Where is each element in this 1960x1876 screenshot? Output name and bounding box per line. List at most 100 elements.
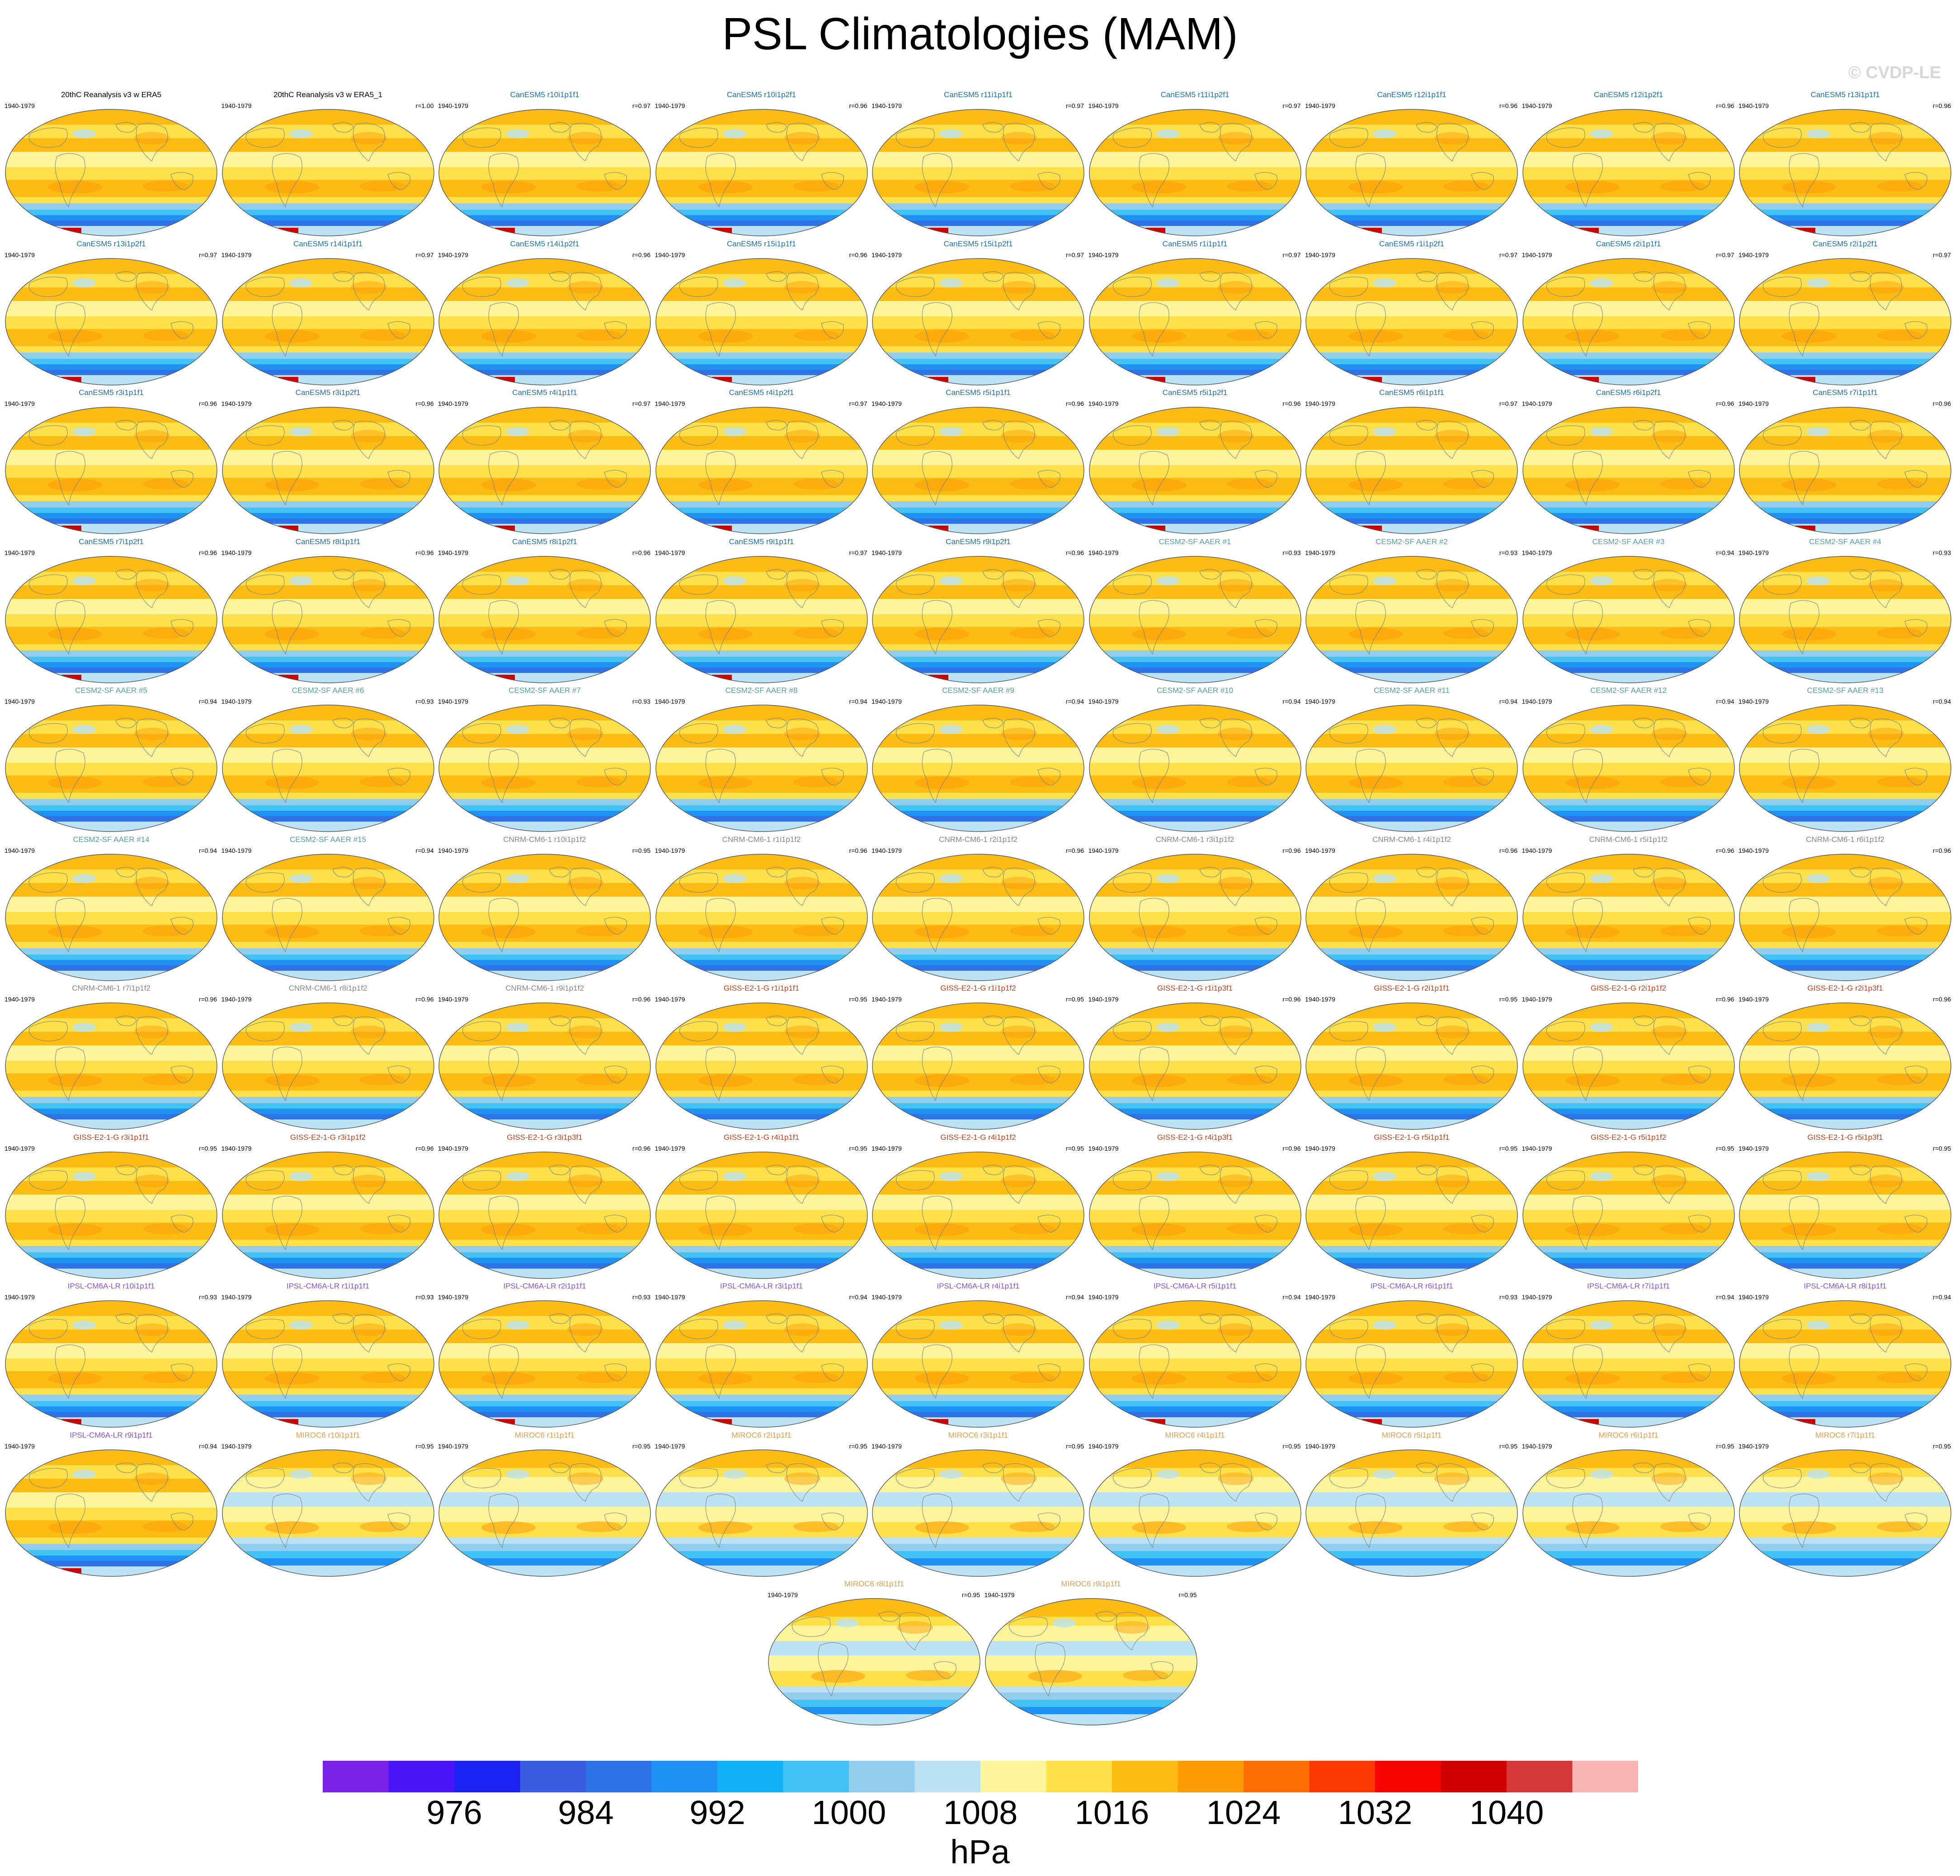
map-panel: 20thC Reanalysis v3 w ERA5 1940-1979: [3, 90, 220, 239]
map-panel: CanESM5 r9i1p1f1 1940-1979 r=0.97: [653, 537, 870, 686]
map-panel: CanESM5 r1i1p1f1 1940-1979 r=0.97: [1087, 240, 1304, 388]
panel-period: 1940-1979: [5, 1144, 35, 1152]
panel-period: 1940-1979: [221, 549, 252, 556]
panel-period: 1940-1979: [1088, 1442, 1119, 1450]
panel-correlation: r=0.93: [1932, 549, 1951, 556]
panel-period: 1940-1979: [655, 400, 685, 407]
colorbar-swatch: [1441, 1761, 1507, 1792]
panel-period: 1940-1979: [1088, 251, 1119, 259]
watermark: © CVDP-LE: [1848, 63, 1941, 82]
panel-correlation: r=0.96: [632, 251, 650, 259]
panel-period: 1940-1979: [1739, 400, 1769, 407]
panel-map: [1739, 853, 1951, 981]
panel-map: [5, 407, 217, 534]
panel-correlation: r=0.95: [1932, 1442, 1951, 1450]
panel-map: [1305, 1151, 1518, 1279]
map-panel: MIROC6 r8i1p1f1 1940-1979 r=0.95: [766, 1580, 983, 1728]
panel-correlation: r=0.96: [1716, 996, 1734, 1003]
panel-correlation: r=0.95: [961, 1591, 980, 1599]
panel-title: MIROC6 r2i1p1f1: [731, 1430, 792, 1439]
panel-title: IPSL-CM6A-LR r5i1p1f1: [1153, 1282, 1237, 1290]
map-panel: IPSL-CM6A-LR r5i1p1f1 1940-1979 r=0.94: [1087, 1282, 1304, 1430]
map-panel: GISS-E2-1-G r1i1p1f2 1940-1979 r=0.95: [870, 984, 1087, 1132]
panel-map: [5, 258, 217, 386]
colorbar-swatch: [651, 1761, 718, 1792]
panel-map: [655, 555, 868, 683]
panel-correlation: r=0.95: [1499, 996, 1517, 1003]
panel-title: MIROC6 r7i1p1f1: [1815, 1430, 1875, 1439]
panel-correlation: r=0.97: [1716, 251, 1734, 259]
panel-map: [985, 1598, 1197, 1726]
panel-correlation: r=0.93: [1499, 1293, 1517, 1301]
panel-title: CanESM5 r14i1p2f1: [510, 239, 580, 248]
map-panel: MIROC6 r1i1p1f1 1940-1979 r=0.95: [436, 1431, 653, 1579]
panel-correlation: r=0.95: [1282, 1442, 1301, 1450]
panel-map: [5, 555, 217, 683]
panel-title: CanESM5 r13i1p1f1: [1810, 90, 1880, 99]
panel-title: CanESM5 r14i1p1f1: [293, 239, 363, 248]
panel-title: CESM2-SF AAER #2: [1376, 537, 1448, 546]
panel-map: [1305, 109, 1518, 236]
panel-title: CESM2-SF AAER #6: [292, 686, 364, 695]
colorbar-swatch: [914, 1761, 981, 1792]
panel-title: CanESM5 r9i1p2f1: [946, 537, 1011, 546]
panel-map: [1522, 1300, 1735, 1428]
panel-correlation: r=0.97: [1065, 251, 1084, 259]
panel-correlation: r=0.94: [849, 1293, 867, 1301]
panel-map: [221, 1002, 434, 1130]
panel-title: IPSL-CM6A-LR r9i1p1f1: [70, 1430, 153, 1439]
panel-correlation: r=0.96: [415, 400, 434, 407]
map-panel: CanESM5 r3i1p1f1 1940-1979 r=0.96: [3, 388, 220, 536]
panel-map: [872, 1300, 1084, 1428]
panel-map: [1522, 407, 1735, 534]
map-panel: MIROC6 r2i1p1f1 1940-1979 r=0.95: [653, 1431, 870, 1579]
panel-period: 1940-1979: [1739, 1442, 1769, 1450]
panel-period: 1940-1979: [438, 996, 468, 1003]
map-panel: GISS-E2-1-G r3i1p1f1 1940-1979 r=0.95: [3, 1133, 220, 1281]
map-panel: CanESM5 r6i1p1f1 1940-1979 r=0.97: [1303, 388, 1520, 536]
panel-period: 1940-1979: [1739, 102, 1769, 109]
panel-title: GISS-E2-1-G r3i1p1f2: [290, 1133, 366, 1142]
map-panel: CanESM5 r8i1p2f1 1940-1979 r=0.96: [436, 537, 653, 686]
map-panel: CNRM-CM6-1 r10i1p1f2 1940-1979 r=0.95: [436, 835, 653, 983]
panel-period: 1940-1979: [1522, 251, 1552, 259]
panel-map: [1088, 1151, 1301, 1279]
panel-correlation: r=0.95: [1178, 1591, 1197, 1599]
panel-map: [221, 258, 434, 386]
panel-correlation: r=0.95: [1716, 1442, 1734, 1450]
map-panel: MIROC6 r6i1p1f1 1940-1979 r=0.95: [1520, 1431, 1737, 1579]
panel-title: CESM2-SF AAER #4: [1809, 537, 1881, 546]
panel-map: [221, 109, 434, 236]
map-panel: CanESM5 r11i1p1f1 1940-1979 r=0.97: [870, 90, 1087, 239]
panel-title: GISS-E2-1-G r4i1p1f2: [940, 1133, 1016, 1142]
colorbar-swatch: [388, 1761, 455, 1792]
panel-correlation: r=0.94: [1282, 1293, 1301, 1301]
map-panel: CanESM5 r3i1p2f1 1940-1979 r=0.96: [220, 388, 437, 536]
panel-title: CNRM-CM6-1 r3i1p1f2: [1155, 835, 1234, 844]
panel-map: [5, 853, 217, 981]
panel-title: CESM2-SF AAER #1: [1159, 537, 1231, 546]
panel-map: [1739, 1002, 1951, 1130]
panel-correlation: r=0.94: [1282, 698, 1301, 705]
map-panel: CESM2-SF AAER #10 1940-1979 r=0.94: [1087, 686, 1304, 834]
panel-map: [438, 1300, 651, 1428]
panel-title: GISS-E2-1-G r3i1p3f1: [507, 1133, 583, 1142]
panel-period: 1940-1979: [872, 996, 902, 1003]
map-panel: CanESM5 r4i1p2f1 1940-1979 r=0.97: [653, 388, 870, 536]
map-panel: CanESM5 r1i1p2f1 1940-1979 r=0.97: [1303, 240, 1520, 388]
map-panel: GISS-E2-1-G r2i1p1f1 1940-1979 r=0.95: [1303, 984, 1520, 1132]
panel-correlation: r=0.96: [1499, 102, 1517, 109]
panel-title: CNRM-CM6-1 r8i1p1f2: [288, 984, 368, 992]
panel-correlation: r=0.95: [632, 846, 650, 854]
panel-map: [1088, 853, 1301, 981]
map-panel: CESM2-SF AAER #13 1940-1979 r=0.94: [1737, 686, 1954, 834]
panel-period: 1940-1979: [438, 1442, 468, 1450]
panel-title: CanESM5 r2i1p1f1: [1596, 239, 1661, 248]
panel-title: CESM2-SF AAER #9: [942, 686, 1014, 695]
panel-correlation: r=0.96: [415, 549, 434, 556]
panel-correlation: r=0.97: [198, 251, 217, 259]
panel-title: IPSL-CM6A-LR r1i1p1f1: [286, 1282, 370, 1290]
panel-correlation: r=0.95: [849, 1442, 867, 1450]
panel-period: 1940-1979: [872, 698, 902, 705]
panel-correlation: r=0.96: [1932, 400, 1951, 407]
